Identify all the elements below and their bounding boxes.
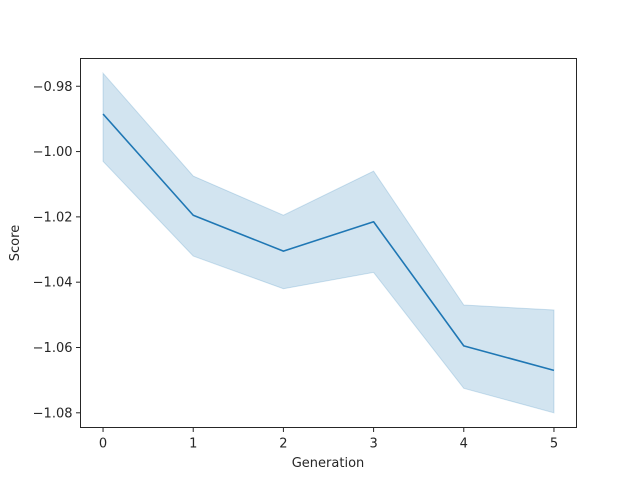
x-tick-label: 4 <box>460 437 468 452</box>
x-axis-label: Generation <box>292 456 365 471</box>
series-line-0 <box>102 113 555 372</box>
tick-layer: 0 1 2 3 4 5 −0.98 −1.00 −1.02 −1.04 −1.06 −1.08 <box>33 80 558 452</box>
x-tick-label: 1 <box>189 437 197 452</box>
y-tick-label: −1.06 <box>33 341 73 356</box>
x-tick-label: 5 <box>550 437 558 452</box>
y-tick-label: −1.02 <box>33 210 73 225</box>
x-tick-label: 0 <box>99 437 107 452</box>
y-tick-label: −1.00 <box>33 145 73 160</box>
plot-layer <box>102 71 555 414</box>
y-tick-label: −1.04 <box>33 276 73 291</box>
plot-frame <box>80 58 577 428</box>
x-tick-label: 3 <box>369 437 377 452</box>
confidence-band-0 <box>102 71 555 414</box>
y-tick-label: −0.98 <box>33 80 73 95</box>
y-axis-label: Score <box>8 225 23 261</box>
x-tick-label: 2 <box>279 437 287 452</box>
y-tick-label: −1.08 <box>33 406 73 421</box>
